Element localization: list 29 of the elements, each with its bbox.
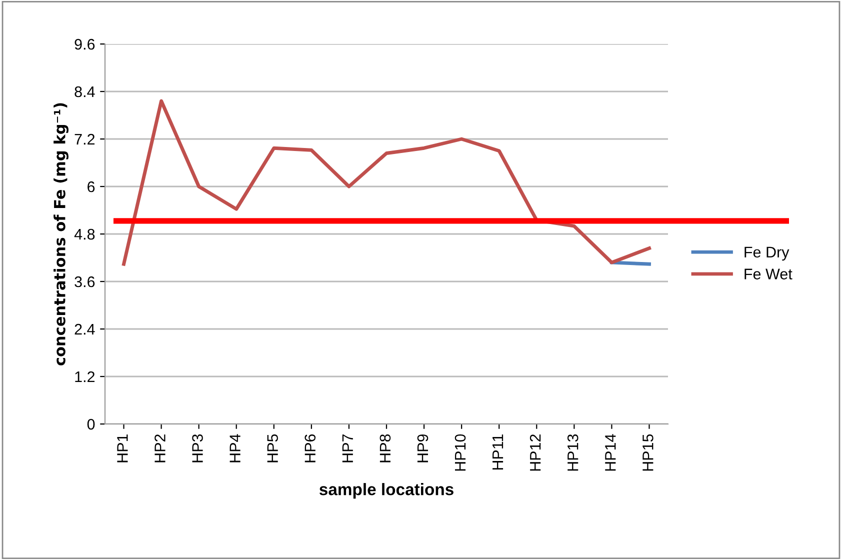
y-tick-label: 3.6 bbox=[74, 276, 95, 288]
x-tick-label: HP2 bbox=[154, 434, 166, 462]
legend-label: Fe Wet bbox=[744, 268, 792, 280]
x-tick-label: HP12 bbox=[530, 434, 541, 471]
x-tick-label: HP5 bbox=[267, 434, 278, 462]
legend-label: Fe Dry bbox=[744, 246, 790, 261]
x-tick-label: HP8 bbox=[380, 434, 391, 462]
x-tick-label: HP4 bbox=[230, 434, 240, 462]
x-tick-label: HP9 bbox=[417, 434, 428, 462]
y-tick-label: 2.4 bbox=[74, 324, 95, 335]
y-tick-label: 9.6 bbox=[74, 38, 95, 50]
x-tick-label: HP11 bbox=[492, 434, 504, 470]
x-axis-title: sample locations bbox=[319, 483, 454, 499]
x-tick-label: HP10 bbox=[454, 434, 466, 471]
y-tick-label: 4.8 bbox=[74, 228, 95, 240]
x-tick-label: HP3 bbox=[192, 434, 203, 462]
x-tick-label: HP13 bbox=[567, 434, 578, 471]
y-axis-title: concentrations of Fe (mg kg⁻¹) bbox=[54, 103, 68, 366]
x-tick-label: HP1 bbox=[117, 434, 128, 462]
y-tick-label: 0 bbox=[87, 418, 95, 430]
y-tick-label: 1.2 bbox=[75, 371, 95, 382]
y-tick-label: 6 bbox=[88, 181, 95, 192]
x-tick-label: HP14 bbox=[605, 434, 616, 471]
line-series bbox=[122, 99, 651, 266]
y-tick-label: 7.2 bbox=[74, 134, 95, 145]
x-tick-label: HP6 bbox=[304, 434, 316, 462]
y-tick-label: 8.4 bbox=[74, 86, 95, 98]
x-tick-label: HP7 bbox=[342, 434, 353, 462]
x-tick-label: HP15 bbox=[642, 434, 654, 471]
